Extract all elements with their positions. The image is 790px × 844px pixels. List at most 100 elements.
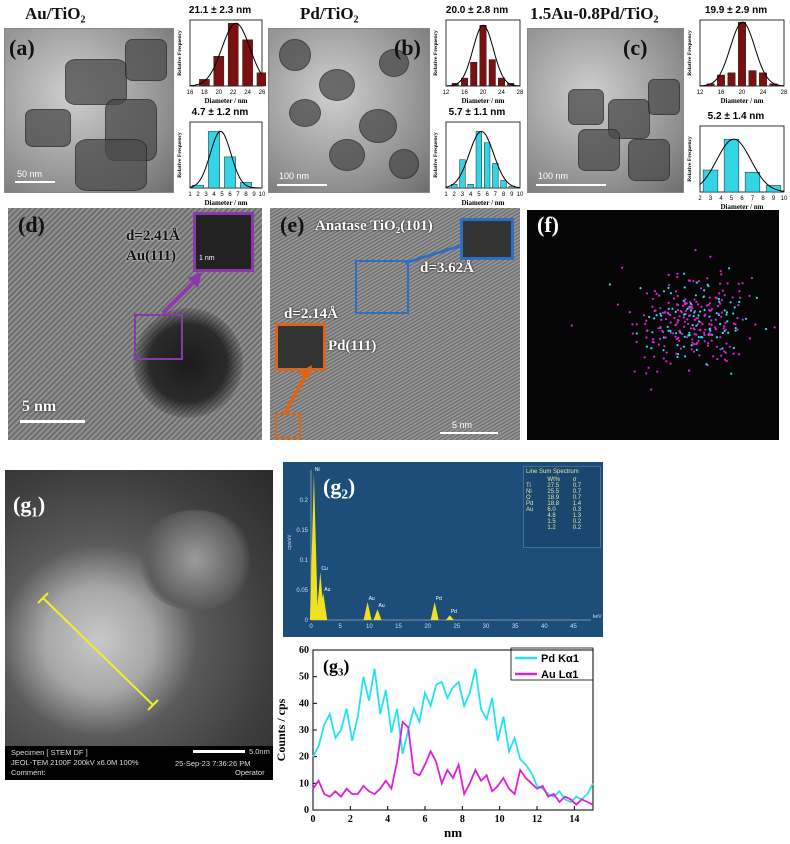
x-tick-label: 26 [259, 90, 266, 96]
scalebar-a [15, 181, 55, 183]
eds-table-cell: 1.3 [572, 513, 582, 519]
map-dot [732, 312, 735, 315]
x-tick-label: 20 [215, 90, 222, 96]
map-dot [683, 325, 686, 328]
histogram-title: 5.7 ± 1.1 nm [449, 107, 506, 118]
x-tick-label: 24 [760, 90, 767, 96]
map-dot [732, 352, 735, 355]
map-dot [673, 316, 676, 320]
title-aupd-tio2: 1.5Au-0.8Pd/TiO₂ [530, 4, 659, 23]
histogram-bar [256, 72, 266, 87]
histogram-bar [498, 77, 505, 87]
map-dot [688, 314, 691, 317]
map-dot [724, 321, 727, 324]
map-dot [708, 323, 711, 326]
map-dot [695, 324, 698, 327]
y-tick-label: 0 [304, 805, 309, 816]
map-dot [667, 301, 670, 304]
selection-box-e-blue [355, 260, 409, 314]
map-dot [653, 317, 656, 320]
eds-table-cell: 0.2 [572, 525, 582, 531]
x-tick-label: 8 [244, 192, 248, 198]
map-dot [659, 312, 662, 315]
stem-date: 25-Sep-23 7:36:26 PM [175, 759, 251, 768]
map-dot [709, 255, 712, 258]
eds-table-cell: 18.8 [547, 501, 560, 507]
map-dot [628, 311, 631, 314]
y-tick-label: 50 [299, 672, 309, 683]
map-dot [658, 337, 662, 340]
plot-frame [445, 121, 521, 189]
map-dot [706, 277, 709, 280]
map-dot [707, 303, 710, 307]
map-dot [721, 347, 724, 350]
map-dot [720, 298, 723, 302]
eds-table-cell: O [526, 495, 531, 501]
map-dot [682, 304, 685, 307]
histogram-bar [461, 77, 468, 87]
map-dot [703, 333, 706, 336]
map-dot [675, 303, 679, 306]
map-dot [703, 308, 706, 311]
map-dot [676, 272, 679, 275]
map-dot [650, 347, 653, 350]
stem-info-3: Comment: [11, 768, 46, 777]
histogram-title: 19.9 ± 2.9 nm [705, 5, 767, 16]
map-dot [721, 289, 724, 292]
scale-text-c: 100 nm [538, 171, 569, 181]
arrow-e-orange [283, 365, 312, 414]
map-dot [646, 329, 649, 332]
map-dot [729, 301, 732, 304]
map-dot [695, 281, 698, 284]
x-tick-label: 3 [461, 192, 465, 198]
map-dot [745, 317, 748, 320]
histogram-title: 20.0 ± 2.8 nm [446, 5, 508, 16]
map-dot [724, 351, 727, 354]
histogram-bar [242, 39, 253, 87]
panel-label-e: (e) [280, 212, 305, 237]
scale-text-b: 100 nm [279, 171, 310, 181]
panel-label-c: (c) [623, 35, 648, 60]
eds-table-cell: Ni [526, 489, 532, 495]
y-axis-label: Counts / cps [275, 698, 288, 761]
map-dot [645, 372, 648, 375]
histogram-bar [199, 79, 210, 87]
map-dot [645, 292, 649, 295]
map-dot [748, 294, 751, 297]
map-dot [669, 321, 672, 324]
map-dot [667, 329, 670, 332]
eds-table-cell: 0.3 [572, 507, 582, 513]
map-dot [689, 309, 693, 312]
map-dot [672, 332, 675, 335]
map-dot [674, 290, 678, 293]
map-dot [683, 335, 686, 338]
map-dot [693, 318, 696, 321]
line-scan-path [37, 592, 159, 711]
map-dot [691, 307, 694, 310]
eds-table-cell: 0.7 [572, 489, 582, 495]
map-dot [686, 307, 689, 310]
map-dot [693, 311, 696, 314]
eds-table-cell: 0.7 [572, 483, 582, 489]
map-dot [723, 294, 726, 297]
map-dot [726, 282, 729, 285]
histogram-title: 4.7 ± 1.2 nm [192, 107, 249, 118]
x-tick-label: 30 [483, 624, 490, 630]
x-tick-label: 16 [718, 90, 725, 96]
scalebar-e [440, 432, 498, 434]
fit-curve [445, 130, 521, 189]
y-axis-label: cps/eV [287, 534, 293, 550]
map-dot [695, 348, 698, 351]
map-dot [723, 309, 726, 312]
map-dot [723, 358, 727, 361]
map-dot [647, 366, 650, 369]
map-dot [694, 249, 697, 252]
eds-table-cell: 1.4 [572, 501, 582, 507]
map-dot [669, 362, 672, 365]
map-dot [662, 290, 666, 293]
map-dot [669, 329, 672, 332]
y-tick-label: 20 [299, 752, 309, 763]
eds-map-dots [570, 249, 776, 391]
map-dot [662, 336, 665, 339]
x-tick-label: 8 [761, 196, 765, 202]
